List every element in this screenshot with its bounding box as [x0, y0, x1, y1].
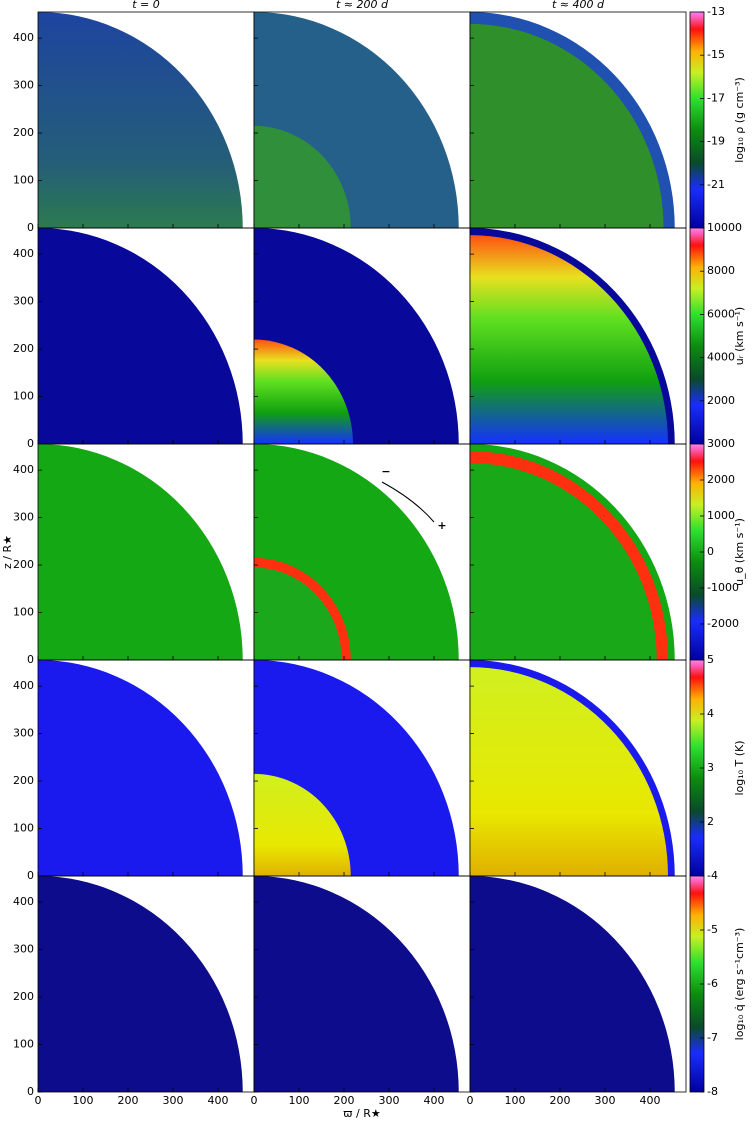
colorbar-tick-label: 6000 [707, 307, 735, 320]
colorbar-tick-label: -7 [707, 1031, 718, 1044]
x-axis-label: ϖ / R★ [343, 1107, 381, 1120]
colorbar-tick-label: -6 [707, 977, 718, 990]
y-tick-label: 200 [13, 126, 34, 139]
colorbar-tick-label: 4000 [707, 351, 735, 364]
y-tick-label: 0 [27, 653, 34, 666]
field-region [254, 567, 342, 660]
colorbar-tick-label: 8000 [707, 264, 735, 277]
y-tick-label: 100 [13, 822, 34, 835]
y-tick-label: 200 [13, 774, 34, 787]
field-region [38, 12, 243, 228]
colorbar-tick-label: 2000 [707, 394, 735, 407]
colorbar-tick-label: 3 [707, 761, 714, 774]
field-region [470, 235, 668, 444]
y-tick-label: 300 [13, 511, 34, 524]
colorbar [689, 227, 705, 445]
y-axis-label: z / R★ [1, 535, 14, 569]
colorbar-tick-label: -13 [707, 5, 725, 18]
x-tick-label: 300 [595, 1094, 616, 1107]
annotation: − [381, 465, 390, 478]
x-tick-label: 300 [163, 1094, 184, 1107]
colorbar-tick-label: 2 [707, 815, 714, 828]
y-tick-label: 100 [13, 390, 34, 403]
x-tick-label: 300 [379, 1094, 400, 1107]
colorbar [689, 11, 705, 229]
colorbar-label: log₁₀ T (K) [733, 740, 746, 795]
colorbar-tick-label: 5 [707, 653, 714, 666]
y-tick-label: 100 [13, 174, 34, 187]
x-tick-label: 200 [334, 1094, 355, 1107]
x-tick-label: 100 [505, 1094, 526, 1107]
field-region [470, 876, 675, 1092]
colorbar-tick-label: -21 [707, 178, 725, 191]
x-tick-label: 0 [251, 1094, 258, 1107]
field-region [254, 125, 351, 228]
y-tick-label: 200 [13, 558, 34, 571]
colorbar-tick-label: 3000 [707, 437, 735, 450]
colorbar-tick-label: 4 [707, 707, 714, 720]
x-tick-label: 100 [73, 1094, 94, 1107]
panel-title: t ≈ 400 d [552, 0, 605, 11]
panel-title: t ≈ 200 d [336, 0, 389, 11]
colorbar-tick-label: -8 [707, 1085, 718, 1098]
y-tick-label: 0 [27, 1085, 34, 1098]
arrow [381, 481, 435, 523]
panel-title: t = 0 [132, 0, 160, 11]
colorbar-tick-label: 1000 [707, 509, 735, 522]
colorbar-tick-label: -15 [707, 48, 725, 61]
y-tick-label: 400 [13, 31, 34, 44]
colorbar-tick-label: -1000 [707, 581, 739, 594]
y-tick-label: 100 [13, 606, 34, 619]
colorbar-label: log₁₀ q̇ (erg s⁻¹cm⁻³) [733, 928, 746, 1041]
x-tick-label: 0 [35, 1094, 42, 1107]
y-tick-label: 200 [13, 342, 34, 355]
x-tick-label: 400 [208, 1094, 229, 1107]
field-region [254, 876, 459, 1092]
colorbar-tick-label: -17 [707, 91, 725, 104]
colorbar-tick-label: 2000 [707, 473, 735, 486]
field-region [38, 444, 243, 660]
field-region [470, 462, 657, 660]
colorbar-tick-label: -2000 [707, 617, 739, 630]
y-tick-label: 200 [13, 990, 34, 1003]
field-region [38, 660, 243, 876]
x-tick-label: 200 [550, 1094, 571, 1107]
y-tick-label: 400 [13, 895, 34, 908]
x-tick-label: 100 [289, 1094, 310, 1107]
colorbar-tick-label: 0 [707, 545, 714, 558]
y-tick-label: 400 [13, 247, 34, 260]
field-region [254, 773, 351, 876]
colorbar-label: log₁₀ ρ (g cm⁻³) [733, 77, 746, 163]
x-tick-label: 400 [640, 1094, 661, 1107]
field-region [470, 23, 664, 228]
colorbar-label: uᵣ (km s⁻¹) [733, 307, 746, 365]
y-tick-label: 300 [13, 295, 34, 308]
y-tick-label: 300 [13, 79, 34, 92]
y-tick-label: 400 [13, 463, 34, 476]
y-tick-label: 0 [27, 221, 34, 234]
colorbar-tick-label: -4 [707, 869, 718, 882]
y-tick-label: 400 [13, 679, 34, 692]
y-tick-label: 100 [13, 1038, 34, 1051]
field-region [38, 876, 243, 1092]
x-tick-label: 400 [424, 1094, 445, 1107]
x-tick-label: 200 [118, 1094, 139, 1107]
field-region [38, 228, 243, 444]
colorbar-tick-label: -19 [707, 135, 725, 148]
y-tick-label: 0 [27, 869, 34, 882]
y-tick-label: 300 [13, 727, 34, 740]
field-region [254, 339, 353, 444]
panel-frame [469, 875, 687, 1093]
y-tick-label: 300 [13, 943, 34, 956]
colorbar-label: u_θ (km s⁻¹) [733, 518, 746, 586]
y-tick-label: 0 [27, 437, 34, 450]
x-tick-label: 0 [467, 1094, 474, 1107]
colorbar-tick-label: 10000 [707, 221, 742, 234]
colorbar-tick-label: -5 [707, 923, 718, 936]
field-region [470, 667, 668, 876]
annotation: + [437, 519, 446, 532]
